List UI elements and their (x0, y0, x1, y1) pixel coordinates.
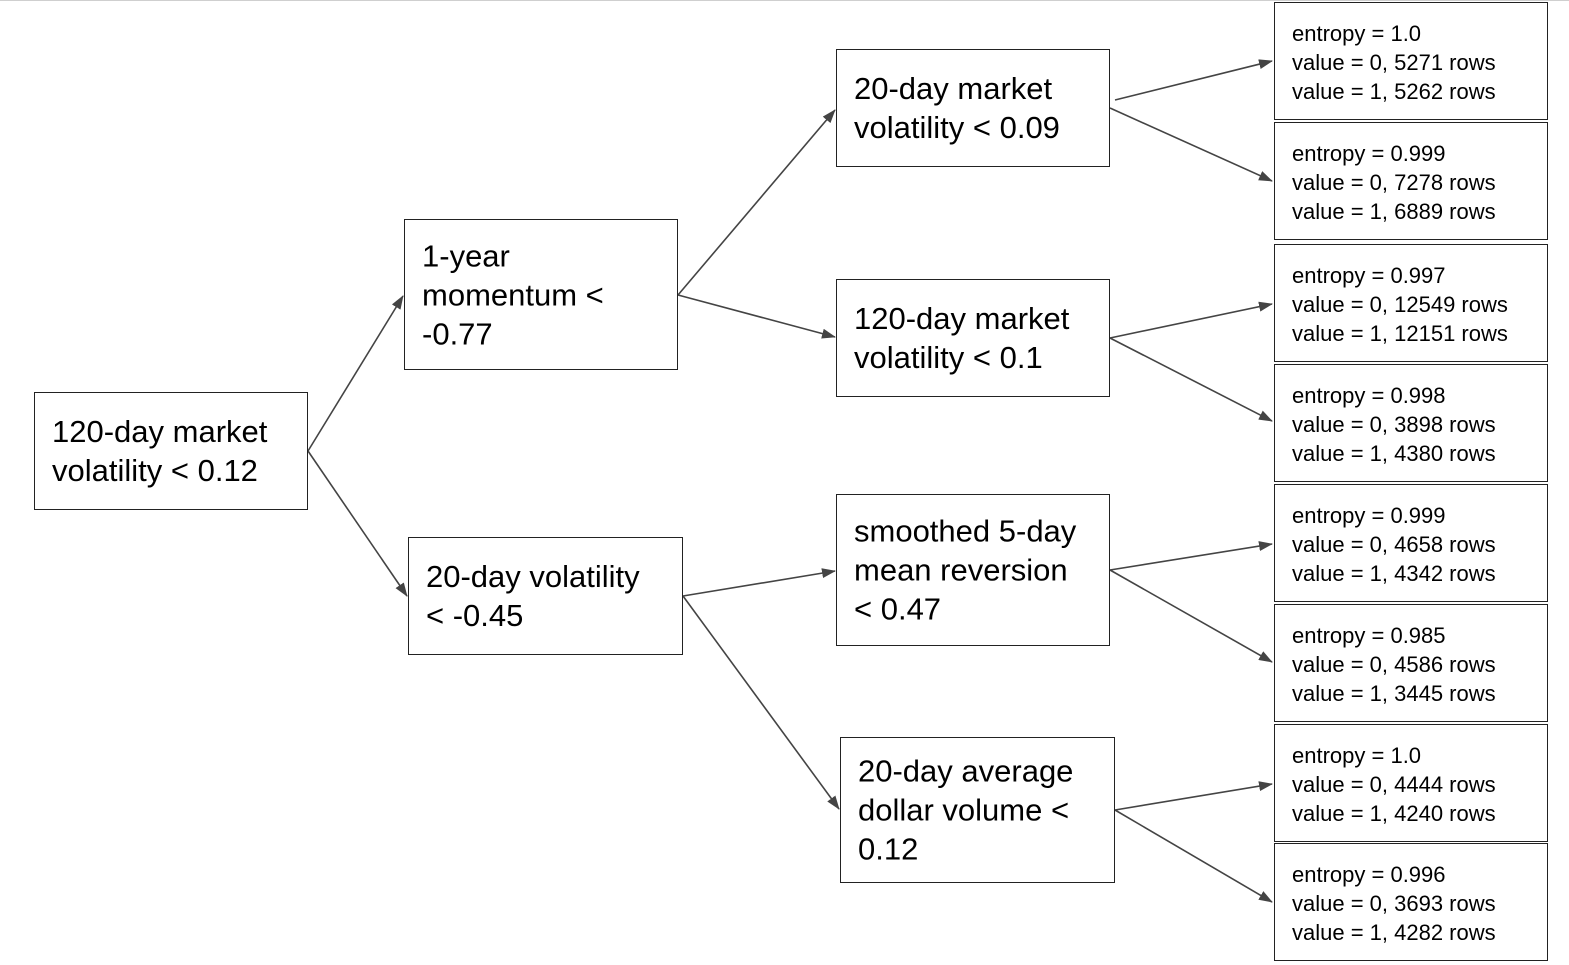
split-node-dollar-volume: 20-day average dollar volume < 0.12 (840, 737, 1115, 883)
edge-20day-volatility-to-mean-reversion (682, 568, 836, 597)
edge-momentum-to-120day-market-vol (677, 294, 836, 339)
split-node-20day-market-volatility: 20-day market volatility < 0.09 (836, 49, 1110, 167)
edge-to-leaf-1 (1114, 59, 1273, 101)
leaf-entropy: entropy = 0.996 (1292, 862, 1446, 887)
edge-to-leaf-4 (1109, 337, 1273, 422)
leaf-entropy: entropy = 1.0 (1292, 21, 1422, 46)
split-node-1year-momentum: 1-year momentum < -0.77 (404, 219, 678, 370)
leaf-value-1: value = 1, 4282 rows (1292, 920, 1496, 945)
leaf-value-0: value = 0, 12549 rows (1292, 292, 1508, 317)
split-node-mean-reversion: smoothed 5-day mean reversion < 0.47 (836, 494, 1110, 646)
leaf-value-1: value = 1, 3445 rows (1292, 681, 1496, 706)
edge-to-leaf-3 (1109, 301, 1273, 339)
leaf-value-1: value = 1, 5262 rows (1292, 79, 1496, 104)
split-label: 1-year momentum < -0.77 (422, 238, 604, 351)
root-split-label: 120-day market volatility < 0.12 (52, 414, 268, 488)
split-node-120day-market-volatility: 120-day market volatility < 0.1 (836, 279, 1110, 397)
edge-root-to-20day-volatility (307, 450, 408, 597)
edge-to-leaf-2 (1109, 107, 1273, 182)
split-node-20day-volatility: 20-day volatility < -0.45 (408, 537, 683, 655)
top-divider (0, 0, 1569, 1)
edge-to-leaf-7 (1114, 781, 1273, 811)
leaf-node-5: entropy = 0.999 value = 0, 4658 rows val… (1274, 484, 1548, 602)
root-split-node: 120-day market volatility < 0.12 (34, 392, 308, 510)
leaf-entropy: entropy = 0.985 (1292, 623, 1446, 648)
leaf-value-1: value = 1, 4240 rows (1292, 801, 1496, 826)
leaf-value-0: value = 0, 4444 rows (1292, 772, 1496, 797)
leaf-value-0: value = 0, 3693 rows (1292, 891, 1496, 916)
split-label: 20-day average dollar volume < 0.12 (858, 753, 1074, 867)
edge-to-leaf-5 (1109, 541, 1273, 571)
leaf-node-6: entropy = 0.985 value = 0, 4586 rows val… (1274, 604, 1548, 722)
leaf-value-0: value = 0, 5271 rows (1292, 50, 1496, 75)
leaf-node-2: entropy = 0.999 value = 0, 7278 rows val… (1274, 122, 1548, 240)
edge-momentum-to-20day-market-vol (677, 109, 836, 296)
leaf-value-0: value = 0, 4658 rows (1292, 532, 1496, 557)
edge-to-leaf-6 (1109, 569, 1273, 663)
leaf-entropy: entropy = 0.999 (1292, 141, 1446, 166)
split-label: 20-day market volatility < 0.09 (854, 71, 1060, 145)
leaf-value-1: value = 1, 6889 rows (1292, 199, 1496, 224)
edge-root-to-momentum (307, 295, 404, 452)
leaf-entropy: entropy = 0.998 (1292, 383, 1446, 408)
leaf-entropy: entropy = 0.997 (1292, 263, 1446, 288)
leaf-node-7: entropy = 1.0 value = 0, 4444 rows value… (1274, 724, 1548, 842)
leaf-node-8: entropy = 0.996 value = 0, 3693 rows val… (1274, 843, 1548, 961)
leaf-value-1: value = 1, 12151 rows (1292, 321, 1508, 346)
split-label: 120-day market volatility < 0.1 (854, 301, 1070, 375)
leaf-value-1: value = 1, 4342 rows (1292, 561, 1496, 586)
leaf-node-1: entropy = 1.0 value = 0, 5271 rows value… (1274, 2, 1548, 120)
leaf-node-4: entropy = 0.998 value = 0, 3898 rows val… (1274, 364, 1548, 482)
edge-20day-volatility-to-dollar-volume (682, 595, 840, 810)
leaf-value-0: value = 0, 4586 rows (1292, 652, 1496, 677)
leaf-value-1: value = 1, 4380 rows (1292, 441, 1496, 466)
leaf-entropy: entropy = 1.0 (1292, 743, 1422, 768)
leaf-value-0: value = 0, 3898 rows (1292, 412, 1496, 437)
leaf-value-0: value = 0, 7278 rows (1292, 170, 1496, 195)
leaf-node-3: entropy = 0.997 value = 0, 12549 rows va… (1274, 244, 1548, 362)
edge-to-leaf-8 (1114, 809, 1273, 903)
leaf-entropy: entropy = 0.999 (1292, 503, 1446, 528)
split-label: smoothed 5-day mean reversion < 0.47 (854, 513, 1077, 627)
split-label: 20-day volatility < -0.45 (426, 559, 640, 633)
